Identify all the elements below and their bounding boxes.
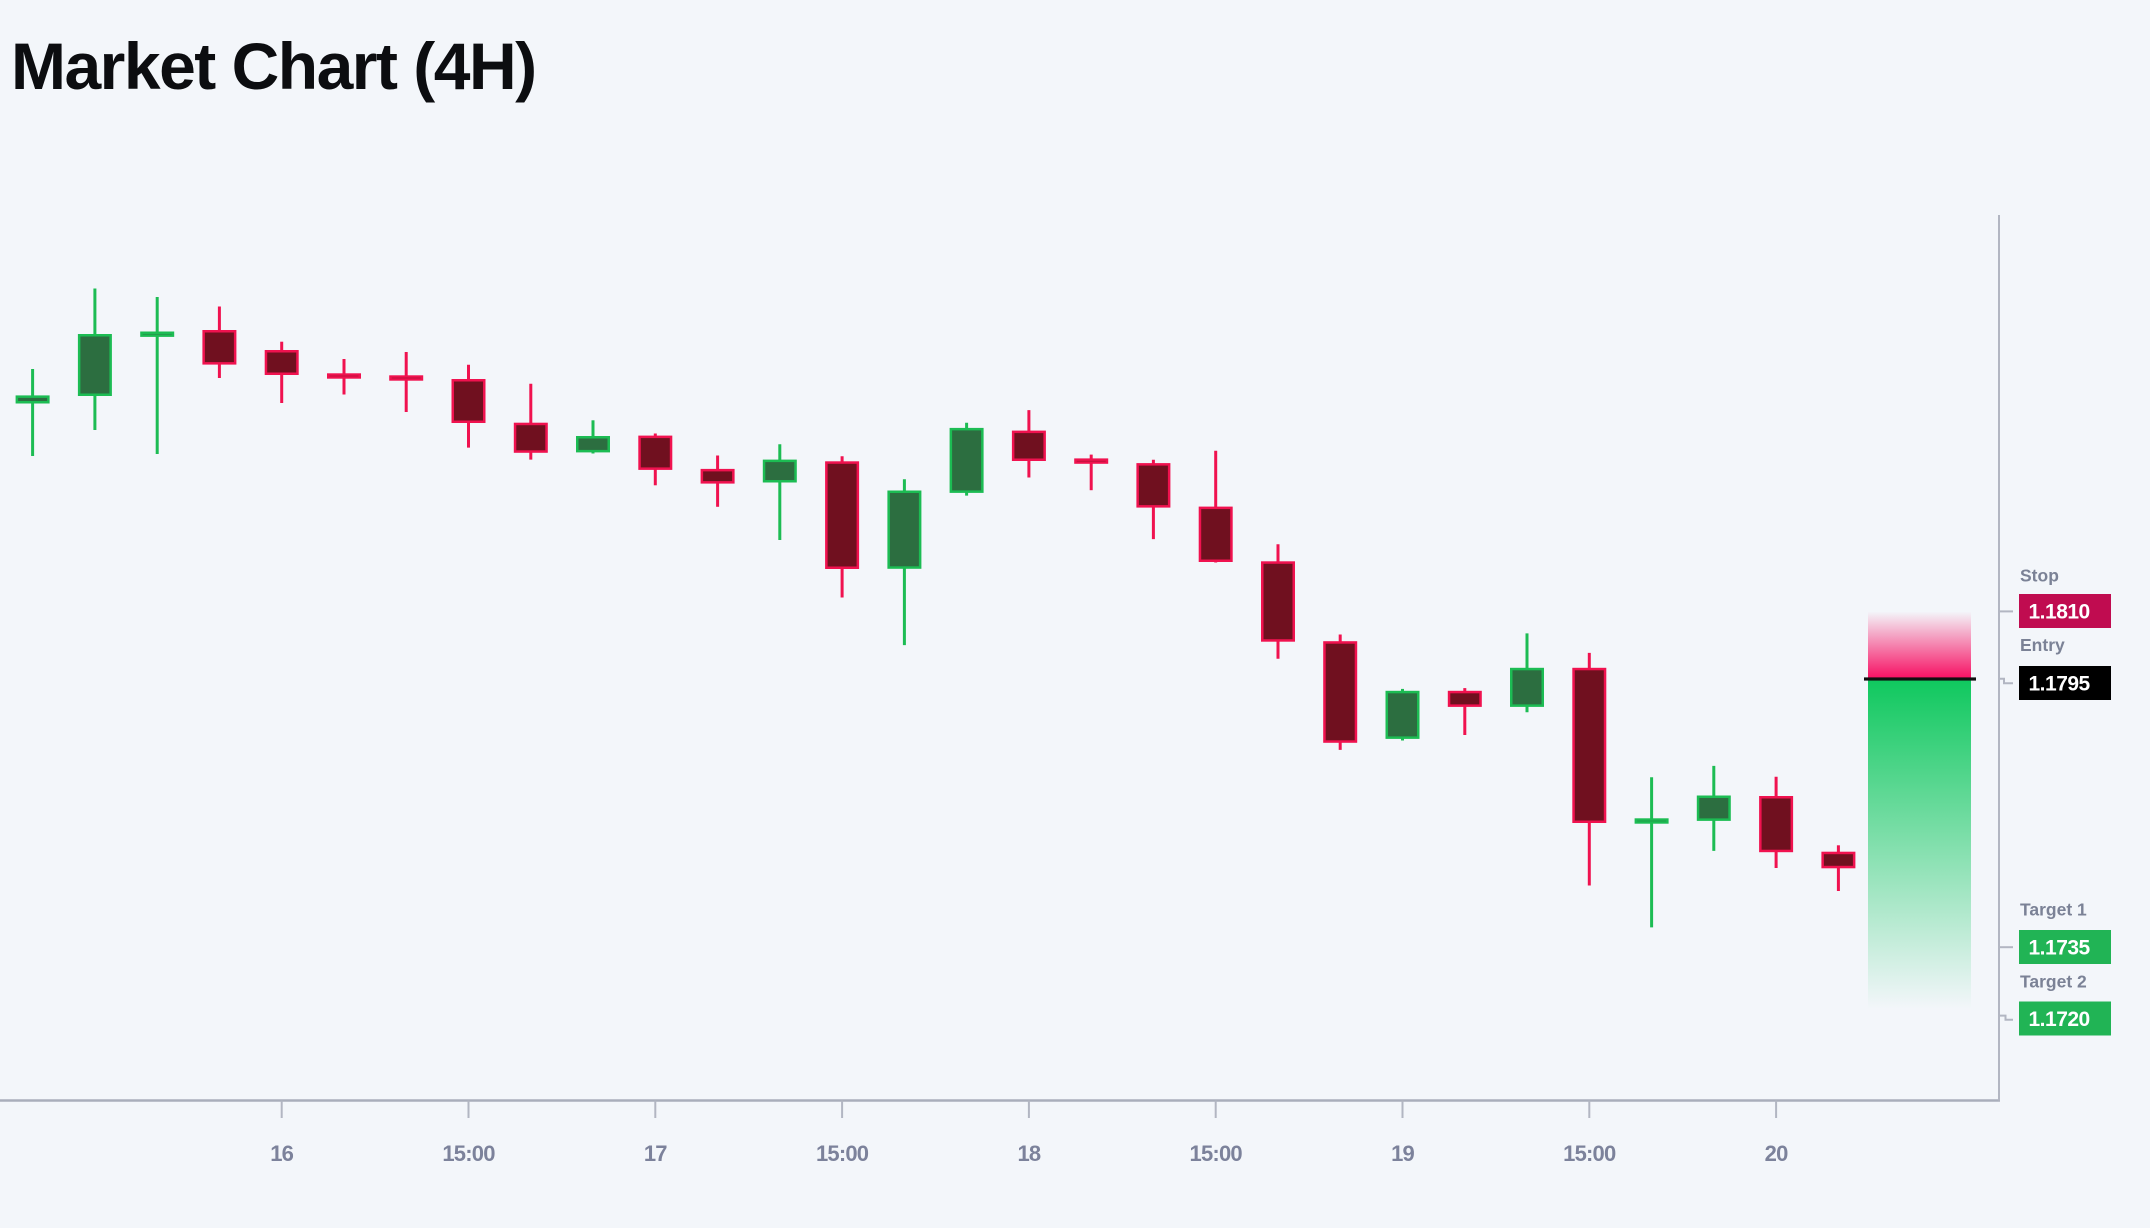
svg-text:19: 19	[1391, 1141, 1414, 1166]
svg-text:Target 2: Target 2	[2020, 972, 2087, 992]
svg-text:15:00: 15:00	[1190, 1141, 1243, 1166]
svg-text:1.1810: 1.1810	[2029, 601, 2090, 624]
svg-text:15:00: 15:00	[442, 1141, 495, 1166]
svg-text:Target 1: Target 1	[2020, 900, 2087, 920]
svg-text:Entry: Entry	[2020, 635, 2065, 655]
svg-text:1.1720: 1.1720	[2029, 1008, 2090, 1031]
svg-text:1.1795: 1.1795	[2029, 673, 2091, 696]
svg-text:20: 20	[1765, 1141, 1788, 1166]
svg-text:17: 17	[644, 1141, 667, 1166]
svg-text:1.1735: 1.1735	[2029, 937, 2091, 960]
svg-text:Stop: Stop	[2020, 566, 2059, 586]
svg-text:16: 16	[270, 1141, 293, 1166]
svg-text:Market Chart (4H): Market Chart (4H)	[11, 29, 536, 103]
svg-text:15:00: 15:00	[1563, 1141, 1616, 1166]
svg-text:18: 18	[1017, 1141, 1040, 1166]
svg-text:15:00: 15:00	[816, 1141, 869, 1166]
